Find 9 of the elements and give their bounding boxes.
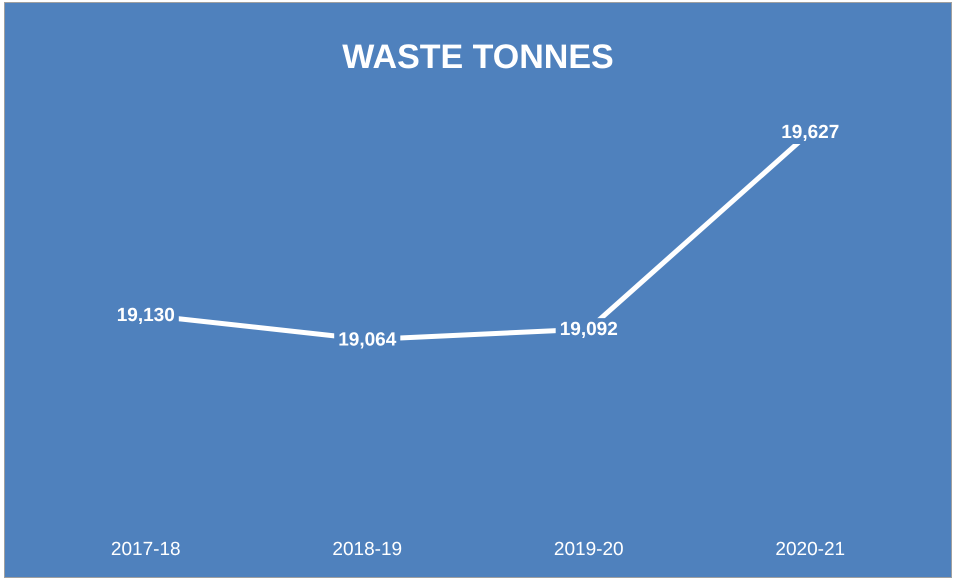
chart-title: WASTE TONNES — [342, 38, 614, 76]
data-label: 19,064 — [338, 329, 397, 350]
x-tick-label: 2018-19 — [332, 539, 402, 560]
data-label: 19,092 — [560, 319, 618, 340]
data-label: 19,130 — [116, 305, 175, 326]
data-label: 19,627 — [781, 122, 840, 144]
x-tick-label: 2017-18 — [110, 539, 181, 560]
x-tick-label: 2020-21 — [775, 539, 846, 560]
x-tick-label: 2019-20 — [554, 539, 624, 560]
